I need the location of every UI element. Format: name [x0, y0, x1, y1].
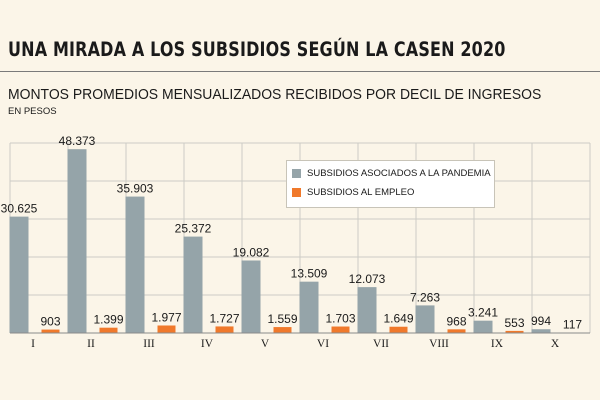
value-label-pandemia: 994	[531, 314, 551, 328]
x-tick-label: IX	[491, 338, 504, 350]
bar-empleo	[505, 330, 524, 333]
bar-pandemia	[67, 149, 87, 333]
value-label-pandemia: 48.373	[59, 134, 96, 148]
bar-empleo	[215, 326, 234, 333]
x-tick-label: III	[143, 338, 155, 350]
value-label-empleo: 1.559	[267, 312, 297, 326]
bar-empleo	[99, 327, 118, 333]
chart-subtitle: MONTOS PROMEDIOS MENSUALIZADOS RECIBIDOS…	[8, 86, 542, 103]
title-divider	[0, 71, 600, 72]
bar-empleo	[157, 325, 176, 333]
value-label-pandemia: 30.625	[1, 202, 38, 216]
bar-pandemia	[9, 216, 29, 333]
value-label-empleo: 968	[446, 314, 466, 328]
bar-pandemia	[415, 305, 435, 333]
x-tick-label: X	[551, 338, 560, 350]
x-tick-label: II	[87, 338, 95, 350]
value-label-empleo: 1.399	[93, 313, 123, 327]
value-label-pandemia: 13.509	[291, 267, 328, 281]
bar-empleo	[331, 326, 350, 333]
bar-empleo	[447, 329, 466, 333]
legend-swatch-empleo	[292, 188, 301, 197]
legend-swatch-pandemia	[292, 169, 301, 178]
bar-pandemia	[241, 260, 261, 333]
chart-legend: SUBSIDIOS ASOCIADOS A LA PANDEMIA SUBSID…	[286, 160, 495, 208]
x-tick-label: V	[261, 338, 270, 350]
bar-pandemia	[531, 329, 551, 333]
bar-pandemia	[473, 320, 493, 333]
value-label-pandemia: 25.372	[175, 222, 212, 236]
x-tick-label: VIII	[429, 338, 449, 350]
x-tick-label: VI	[317, 338, 329, 350]
value-label-empleo: 903	[40, 315, 60, 329]
bar-empleo	[273, 327, 292, 333]
bar-pandemia	[299, 281, 319, 333]
value-label-pandemia: 35.903	[117, 182, 154, 196]
legend-label-pandemia: SUBSIDIOS ASOCIADOS A LA PANDEMIA	[307, 168, 491, 179]
unit-label: EN PESOS	[8, 106, 57, 117]
value-label-empleo: 1.703	[325, 312, 355, 326]
value-label-empleo: 553	[504, 316, 524, 330]
legend-item-pandemia: SUBSIDIOS ASOCIADOS A LA PANDEMIA	[292, 168, 491, 179]
legend-label-empleo: SUBSIDIOS AL EMPLEO	[307, 187, 415, 198]
value-label-pandemia: 7.263	[410, 290, 440, 304]
value-label-empleo: 1.649	[383, 312, 413, 326]
x-tick-label: IV	[201, 338, 214, 350]
bar-pandemia	[183, 236, 203, 333]
bar-empleo	[389, 326, 408, 333]
x-tick-label: VII	[373, 338, 389, 350]
x-tick-label: I	[31, 338, 35, 350]
value-label-pandemia: 19.082	[233, 245, 270, 259]
bar-pandemia	[357, 287, 377, 333]
value-label-empleo: 117	[563, 318, 582, 332]
value-label-empleo: 1.727	[209, 311, 239, 325]
legend-item-empleo: SUBSIDIOS AL EMPLEO	[292, 187, 414, 198]
value-label-pandemia: 3.241	[468, 306, 498, 320]
bar-pandemia	[125, 196, 145, 333]
value-label-pandemia: 12.073	[349, 272, 386, 286]
bar-empleo	[41, 329, 60, 333]
chart-title: UNA MIRADA A LOS SUBSIDIOS SEGÚN LA CASE…	[8, 38, 506, 61]
value-label-empleo: 1.977	[151, 310, 181, 324]
